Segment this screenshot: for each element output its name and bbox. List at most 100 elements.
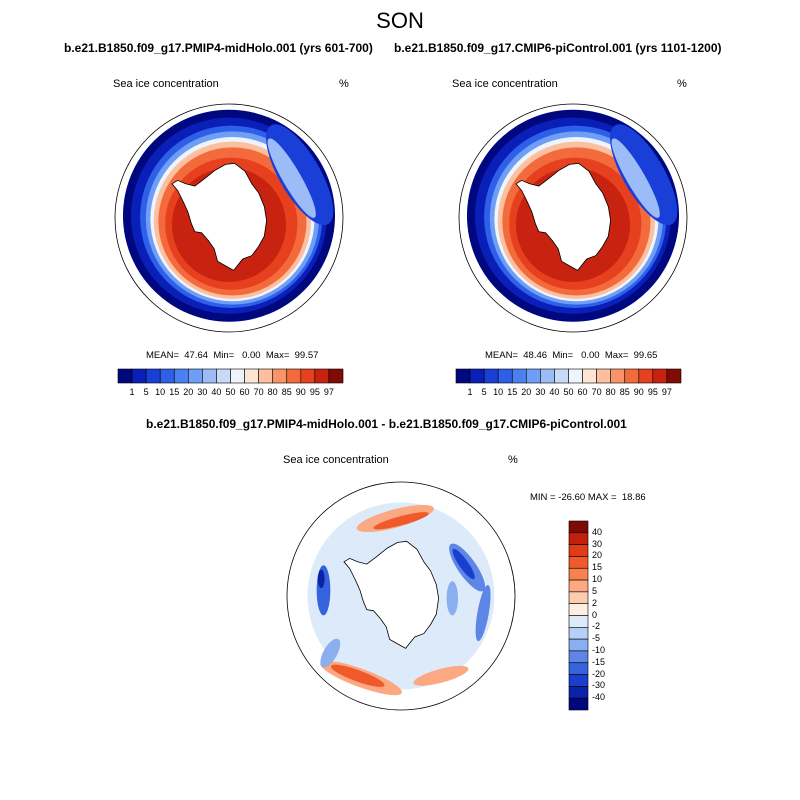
colorbar-swatch xyxy=(666,368,682,384)
colorbar-swatch xyxy=(554,368,569,384)
colorbar-swatch xyxy=(568,603,589,616)
diff-unit-label: % xyxy=(508,454,518,466)
colorbar-swatch xyxy=(568,615,589,628)
colorbar-swatch xyxy=(159,368,175,384)
colorbar-tick-label: 1 xyxy=(467,387,473,397)
left-stats: MEAN= 47.64 Min= 0.00 Max= 99.57 xyxy=(146,350,319,361)
diff-variable-label: Sea ice concentration xyxy=(283,454,389,466)
colorbar-swatch xyxy=(497,368,513,384)
colorbar-swatch xyxy=(568,544,589,557)
colorbar-swatch xyxy=(582,368,597,384)
colorbar-swatch xyxy=(624,368,640,384)
colorbar-swatch xyxy=(568,697,589,711)
southeast-positive-anomaly xyxy=(413,665,469,686)
right-colorbar xyxy=(455,368,682,384)
colorbar-tick-label: 95 xyxy=(309,387,320,397)
colorbar-tick-label: 40 xyxy=(211,387,222,397)
east-mid-ice-tongue xyxy=(611,138,660,218)
right-variable-label: Sea ice concentration xyxy=(452,78,558,90)
colorbar-swatch xyxy=(568,662,589,675)
colorbar-swatch xyxy=(230,368,245,384)
colorbar-swatch xyxy=(272,368,288,384)
colorbar-swatch xyxy=(568,591,589,604)
far-east-negative-anomaly xyxy=(475,585,491,642)
colorbar-swatch xyxy=(568,650,589,664)
colorbar-swatch xyxy=(258,368,273,384)
colorbar-tick-label: 5 xyxy=(143,387,149,397)
colorbar-tick-label: 40 xyxy=(592,526,603,537)
antarctica-outline xyxy=(343,540,440,649)
colorbar-tick-label: 85 xyxy=(619,387,630,397)
colorbar-swatch xyxy=(455,368,471,384)
colorbar-tick-label: 50 xyxy=(563,387,574,397)
southwest-negative-anomaly xyxy=(320,638,341,668)
colorbar-tick-label: 60 xyxy=(577,387,588,397)
colorbar-swatch xyxy=(568,686,589,699)
diff-panel-title: b.e21.B1850.f09_g17.PMIP4-midHolo.001 - … xyxy=(146,417,627,431)
west-negative-core xyxy=(317,569,325,589)
colorbar-tick-label: 20 xyxy=(592,550,603,561)
colorbar-tick-label: -30 xyxy=(592,680,606,691)
colorbar-swatch xyxy=(568,368,583,384)
colorbar-swatch xyxy=(117,368,133,384)
colorbar-tick-label: 2 xyxy=(592,597,598,608)
right-stats: MEAN= 48.46 Min= 0.00 Max= 99.65 xyxy=(485,350,658,361)
colorbar-swatch xyxy=(244,368,259,384)
colorbar-swatch xyxy=(145,368,161,384)
colorbar-swatch xyxy=(526,368,541,384)
map-boundary xyxy=(114,103,344,333)
colorbar-swatch xyxy=(568,556,589,569)
colorbar-swatch xyxy=(652,368,668,384)
colorbar-swatch xyxy=(568,579,589,593)
colorbar-tick-label: 90 xyxy=(633,387,644,397)
colorbar-swatch xyxy=(511,368,527,384)
colorbar-swatch xyxy=(202,368,217,384)
colorbar-tick-label: 10 xyxy=(155,387,166,397)
colorbar-tick-label: 50 xyxy=(225,387,236,397)
colorbar-tick-label: 97 xyxy=(323,387,334,397)
colorbar-tick-label: 85 xyxy=(281,387,292,397)
colorbar-tick-label: 30 xyxy=(592,538,603,549)
colorbar-tick-label: 1 xyxy=(129,387,135,397)
diff-colorbar xyxy=(568,520,589,711)
left-map xyxy=(114,103,344,333)
colorbar-swatch xyxy=(131,368,147,384)
map-boundary xyxy=(458,103,688,333)
colorbar-swatch xyxy=(540,368,555,384)
colorbar-tick-label: 5 xyxy=(592,585,598,596)
colorbar-swatch xyxy=(286,368,302,384)
colorbar-tick-label: 15 xyxy=(592,562,603,573)
right-unit-label: % xyxy=(677,78,687,90)
diff-stats: MIN = -26.60 MAX = 18.86 xyxy=(530,492,646,503)
colorbar-tick-label: 30 xyxy=(535,387,546,397)
colorbar-tick-label: 0 xyxy=(592,609,598,620)
colorbar-tick-label: -15 xyxy=(592,656,606,667)
colorbar-tick-label: -2 xyxy=(592,621,601,632)
colorbar-swatch xyxy=(568,638,589,652)
east-negative-core xyxy=(452,548,475,580)
colorbar-swatch xyxy=(314,368,330,384)
diff-map xyxy=(286,481,516,711)
colorbar-tick-label: 20 xyxy=(521,387,532,397)
east-mid-ice-tongue xyxy=(267,138,316,218)
colorbar-swatch xyxy=(610,368,626,384)
colorbar-tick-label: 30 xyxy=(197,387,208,397)
left-variable-label: Sea ice concentration xyxy=(113,78,219,90)
colorbar-tick-label: 15 xyxy=(507,387,518,397)
colorbar-swatch xyxy=(173,368,189,384)
right-panel-title: b.e21.B1850.f09_g17.CMIP6-piControl.001 … xyxy=(394,41,722,55)
right-map xyxy=(458,103,688,333)
colorbar-swatch xyxy=(216,368,231,384)
colorbar-tick-label: 5 xyxy=(481,387,487,397)
antarctica-outline xyxy=(515,162,612,271)
colorbar-tick-label: 80 xyxy=(267,387,278,397)
colorbar-swatch xyxy=(568,567,589,581)
east-inner-negative-anomaly xyxy=(446,581,458,616)
colorbar-swatch xyxy=(188,368,203,384)
figure-title: SON xyxy=(376,8,424,33)
colorbar-tick-label: 15 xyxy=(169,387,180,397)
south-positive-core xyxy=(330,664,385,687)
colorbar-swatch xyxy=(300,368,316,384)
colorbar-tick-label: 95 xyxy=(647,387,658,397)
colorbar-swatch xyxy=(568,627,589,640)
